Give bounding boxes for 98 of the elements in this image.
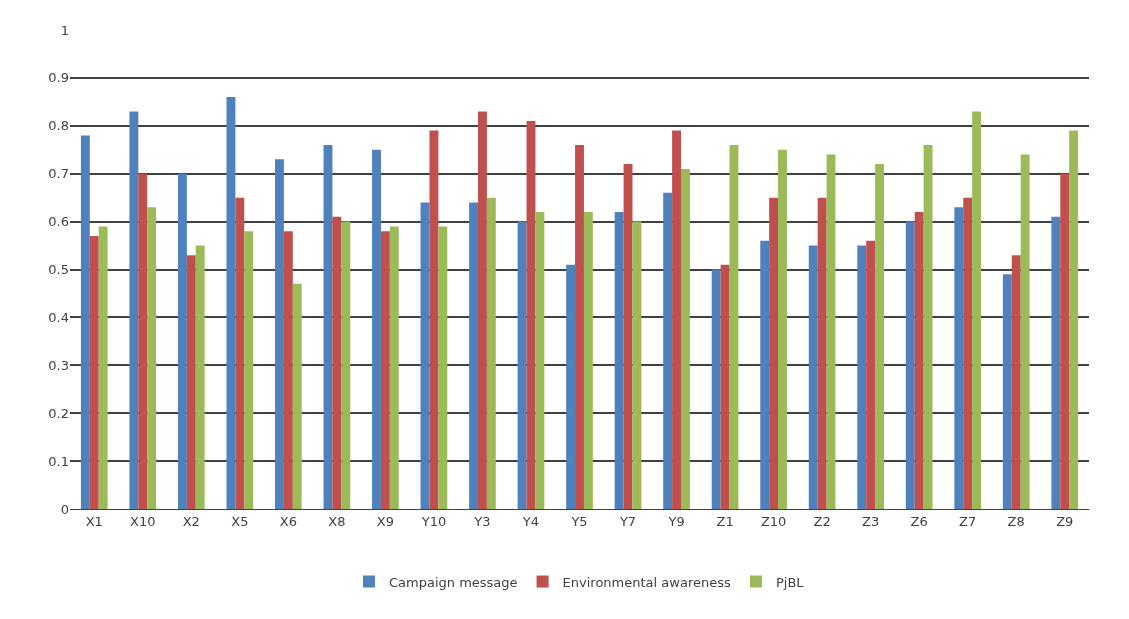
bar bbox=[177, 173, 187, 509]
bar bbox=[614, 212, 624, 509]
x-tick-label: Z1 bbox=[716, 513, 734, 529]
bar bbox=[972, 111, 982, 509]
x-tick-label: Z8 bbox=[1007, 513, 1025, 529]
x-tick-label: X9 bbox=[376, 513, 394, 529]
y-tick-label: 1 bbox=[60, 22, 69, 38]
bar bbox=[1011, 255, 1021, 509]
y-tick-label: 0.5 bbox=[48, 262, 69, 278]
bar bbox=[566, 264, 576, 509]
bar bbox=[711, 269, 721, 509]
bar bbox=[389, 226, 399, 509]
bar bbox=[914, 212, 924, 509]
bar bbox=[283, 231, 293, 509]
y-tick-label: 0.4 bbox=[48, 309, 69, 325]
bar bbox=[817, 197, 827, 509]
y-tick-label: 0.6 bbox=[48, 214, 69, 230]
x-tick-label: Y4 bbox=[521, 513, 540, 529]
bar bbox=[332, 216, 342, 509]
bar bbox=[663, 192, 673, 509]
x-tick-label: Y5 bbox=[570, 513, 588, 529]
x-tick-label: Z10 bbox=[760, 513, 787, 529]
x-tick-label: X1 bbox=[85, 513, 103, 529]
bar bbox=[1060, 173, 1070, 509]
legend-label: Campaign message bbox=[389, 574, 518, 590]
bar bbox=[98, 226, 108, 509]
bar bbox=[866, 240, 876, 509]
x-tick-label: Y10 bbox=[420, 513, 447, 529]
bar bbox=[632, 221, 642, 509]
x-tick-label: Z9 bbox=[1056, 513, 1074, 529]
bar bbox=[147, 207, 157, 509]
x-tick-label: Z3 bbox=[862, 513, 880, 529]
bar bbox=[438, 226, 448, 509]
bar bbox=[778, 149, 787, 509]
bar bbox=[729, 144, 739, 509]
y-tick-label: 0 bbox=[60, 501, 69, 517]
bar bbox=[129, 111, 139, 509]
x-tick-label: X5 bbox=[231, 513, 249, 529]
bar bbox=[341, 221, 351, 509]
bar bbox=[963, 197, 973, 509]
x-tick-label: Z6 bbox=[910, 513, 928, 529]
bar bbox=[905, 221, 915, 509]
bar bbox=[535, 212, 545, 509]
bar bbox=[478, 111, 487, 509]
bar bbox=[517, 221, 527, 509]
bar bbox=[826, 154, 836, 509]
bar bbox=[857, 245, 867, 509]
y-tick-label: 0.9 bbox=[48, 70, 69, 86]
bar bbox=[275, 159, 284, 509]
bar bbox=[526, 121, 536, 509]
bar bbox=[672, 130, 681, 509]
bar bbox=[923, 144, 933, 509]
bar bbox=[89, 235, 99, 509]
legend-label: Environmental awareness bbox=[562, 574, 731, 590]
bar bbox=[80, 135, 90, 509]
legend-label: PjBL bbox=[775, 574, 805, 590]
bar bbox=[808, 245, 818, 509]
bar bbox=[954, 207, 964, 509]
bar bbox=[575, 144, 584, 509]
bar bbox=[583, 212, 593, 509]
bar bbox=[486, 197, 496, 509]
bar bbox=[875, 164, 884, 509]
bar bbox=[1051, 216, 1061, 509]
bar bbox=[760, 240, 770, 509]
bar bbox=[623, 164, 633, 509]
y-tick-label: 0.1 bbox=[48, 453, 69, 469]
x-tick-label: X10 bbox=[130, 513, 156, 529]
x-tick-label: Z2 bbox=[813, 513, 831, 529]
x-tick-label: Z7 bbox=[959, 513, 977, 529]
bar bbox=[372, 149, 381, 509]
bar bbox=[380, 231, 390, 509]
x-tick-label: Y3 bbox=[473, 513, 491, 529]
bar bbox=[195, 245, 205, 509]
bar bbox=[1002, 274, 1012, 509]
x-tick-label: X2 bbox=[182, 513, 200, 529]
bar bbox=[244, 231, 254, 509]
bar bbox=[235, 197, 245, 509]
x-tick-label: Y7 bbox=[618, 513, 637, 529]
bar bbox=[1020, 154, 1030, 509]
x-tick-label: X6 bbox=[279, 513, 297, 529]
bar bbox=[429, 130, 439, 509]
bar bbox=[138, 173, 148, 509]
bar bbox=[769, 197, 779, 509]
bar bbox=[420, 202, 430, 509]
bar bbox=[186, 255, 196, 509]
bar bbox=[292, 283, 302, 509]
bar bbox=[681, 168, 690, 509]
y-tick-label: 0.2 bbox=[48, 405, 69, 421]
y-tick-label: 0.7 bbox=[48, 166, 69, 182]
x-tick-label: Y9 bbox=[667, 513, 685, 529]
bar bbox=[323, 144, 333, 509]
y-tick-label: 0.3 bbox=[48, 357, 69, 373]
y-tick-label: 0.8 bbox=[48, 118, 69, 134]
bar bbox=[720, 264, 730, 509]
bar bbox=[469, 202, 478, 509]
bar bbox=[1069, 130, 1079, 509]
bar bbox=[226, 97, 236, 509]
x-tick-label: X8 bbox=[328, 513, 346, 529]
